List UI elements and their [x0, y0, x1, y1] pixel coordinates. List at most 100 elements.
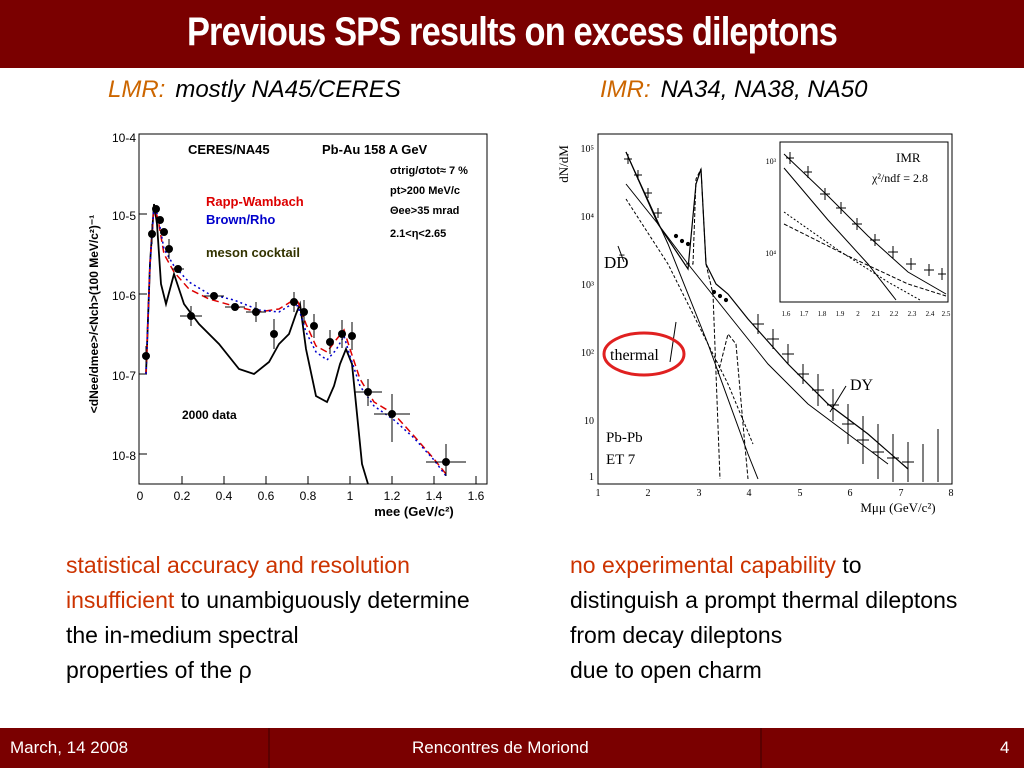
footer-page-number: 4 [1000, 738, 1010, 757]
rxtick-7: 7 [899, 488, 904, 499]
inset-data [786, 152, 946, 280]
right-highlight: no experimental capability [570, 552, 836, 578]
left-rest1: to unambiguously determine the in-medium… [66, 587, 470, 648]
rytick-5: 10 [584, 416, 594, 427]
et-label: ET 7 [606, 452, 636, 468]
experiment-label: CERES/NA45 [188, 142, 270, 157]
thermal-highlight-ellipse [602, 331, 686, 377]
right-rest2: due to open charm [570, 657, 762, 683]
rytick-2: 10⁴ [581, 212, 595, 223]
slide-title: Previous SPS results on excess dileptons [186, 10, 838, 54]
ytick-4: 10-7 [112, 369, 136, 383]
inset-xtick-4: 1.9 [836, 310, 845, 318]
inset-xtick-8: 2.3 [908, 310, 917, 318]
ytick-3: 10-6 [112, 289, 136, 303]
left-highlight: statistical accuracy and resolution insu… [66, 552, 410, 613]
cut-eta: 2.1<η<2.65 [390, 228, 446, 240]
x-axis-label-right: Mμμ (GeV/c²) [860, 500, 935, 515]
lmr-label: LMR: [108, 76, 166, 103]
xtick-1: 0.2 [174, 489, 191, 503]
inset-xtick-7: 2.2 [890, 310, 899, 318]
left-rest2: properties of the ρ [66, 657, 252, 683]
dd-curve [625, 151, 759, 480]
left-column-heading: LMR: mostly NA45/CERES [108, 76, 401, 104]
lmr-text: mostly NA45/CERES [175, 76, 401, 103]
system-label-right: Pb-Pb [606, 430, 643, 446]
na50-plot: 10⁵ 10⁴ 10³ 10² 10 1 1 2 3 4 5 6 7 8 Mμμ… [548, 124, 960, 524]
inset-title: IMR [896, 150, 921, 165]
data-year-label: 2000 data [182, 408, 237, 422]
inset-xtick-5: 2 [856, 310, 860, 318]
xtick-7: 1.4 [426, 489, 443, 503]
y-axis-label: <dNee/dmee>/<Nch>(100 MeV/c²)⁻¹ [87, 215, 101, 413]
x-axis-label: mee (GeV/c²) [374, 504, 453, 519]
inset-x-ticks: 1.6 1.7 1.8 1.9 2 2.1 2.2 2.3 2.4 2.5 [782, 310, 951, 318]
total-fit-curve [625, 151, 909, 470]
title-bar [0, 0, 1024, 68]
x-axis-ticks-right: 1 2 3 4 5 6 7 8 [596, 488, 954, 499]
x-axis-ticks: 0 0.2 0.4 0.6 0.8 1 1.2 1.4 1.6 [137, 489, 485, 503]
inset-xtick-10: 2.5 [942, 310, 951, 318]
xtick-8: 1.6 [468, 489, 485, 503]
legend-rapp-wambach: Rapp-Wambach [206, 194, 304, 209]
inset-xtick-2: 1.7 [800, 310, 809, 318]
legend-meson-cocktail: meson cocktail [206, 245, 300, 260]
footer-event: Rencontres de Moriond [412, 738, 589, 757]
right-rest1: to distinguish a prompt thermal dilepton… [570, 552, 958, 648]
psiprime-peak [717, 332, 749, 480]
inset-xtick-3: 1.8 [818, 310, 827, 318]
cocktail-curve [145, 203, 369, 485]
inset-xtick-6: 2.1 [872, 310, 881, 318]
ceres-plot: 10-4 10-5 10-6 10-7 10-8 0 0.2 0.4 0.6 0… [84, 124, 496, 524]
rxtick-5: 5 [798, 488, 803, 499]
imr-inset: 10³ 10⁴ IMR χ²/ndf = 2.8 1.6 1.7 1.8 1.9… [765, 141, 951, 318]
thermal-curve [625, 198, 754, 445]
ytick-5: 10-8 [112, 449, 136, 463]
inset-ytick-1: 10³ [766, 157, 777, 166]
right-description: no experimental capability to distinguis… [570, 548, 970, 688]
xtick-6: 1.2 [384, 489, 401, 503]
footer-bar: March, 14 2008 Rencontres de Moriond 4 [0, 728, 1024, 768]
footer-separator-1 [268, 728, 270, 768]
y-axis-label-right: dN/dM [556, 145, 571, 183]
cut-theta: Θee>35 mrad [390, 205, 459, 217]
xtick-3: 0.6 [258, 489, 275, 503]
y-axis-ticks: 10-4 10-5 10-6 10-7 10-8 [112, 131, 136, 463]
legend-brown-rho: Brown/Rho [206, 212, 275, 227]
inset-ytick-2: 10⁴ [765, 249, 776, 258]
cut-pt: pt>200 MeV/c [390, 185, 460, 197]
rytick-6: 1 [589, 472, 594, 483]
xtick-2: 0.4 [216, 489, 233, 503]
ytick-1: 10-4 [112, 131, 136, 145]
inset-chi2: χ²/ndf = 2.8 [871, 171, 928, 185]
left-description: statistical accuracy and resolution insu… [66, 548, 506, 688]
inset-xtick-1: 1.6 [782, 310, 791, 318]
inset-dy [783, 223, 947, 297]
imr-label: IMR: [600, 76, 651, 103]
rytick-1: 10⁵ [581, 144, 595, 155]
footer-date: March, 14 2008 [10, 738, 129, 757]
system-label: Pb-Au 158 A GeV [322, 142, 428, 157]
rxtick-2: 2 [646, 488, 651, 499]
rxtick-8: 8 [949, 488, 954, 499]
xtick-0: 0 [137, 489, 144, 503]
inset-thermal [783, 211, 921, 301]
inset-dd [783, 167, 897, 301]
cut-centrality: σtrig/σtot≈ 7 % [390, 165, 468, 177]
rxtick-1: 1 [596, 488, 601, 499]
imr-text: NA34, NA38, NA50 [660, 76, 868, 103]
rxtick-3: 3 [697, 488, 702, 499]
inset-xtick-9: 2.4 [926, 310, 935, 318]
y-axis-ticks-right: 10⁵ 10⁴ 10³ 10² 10 1 [581, 144, 595, 483]
footer-separator-2 [760, 728, 762, 768]
rxtick-4: 4 [747, 488, 752, 499]
rxtick-6: 6 [848, 488, 853, 499]
thermal-label: thermal [610, 347, 659, 364]
dd-label: DD̄ [604, 253, 629, 272]
xtick-5: 1 [347, 489, 354, 503]
inset-fit [783, 153, 947, 295]
xtick-4: 0.8 [300, 489, 317, 503]
rytick-3: 10³ [581, 280, 594, 291]
dy-label: DY [850, 377, 874, 394]
right-column-heading: IMR: NA34, NA38, NA50 [600, 76, 867, 104]
